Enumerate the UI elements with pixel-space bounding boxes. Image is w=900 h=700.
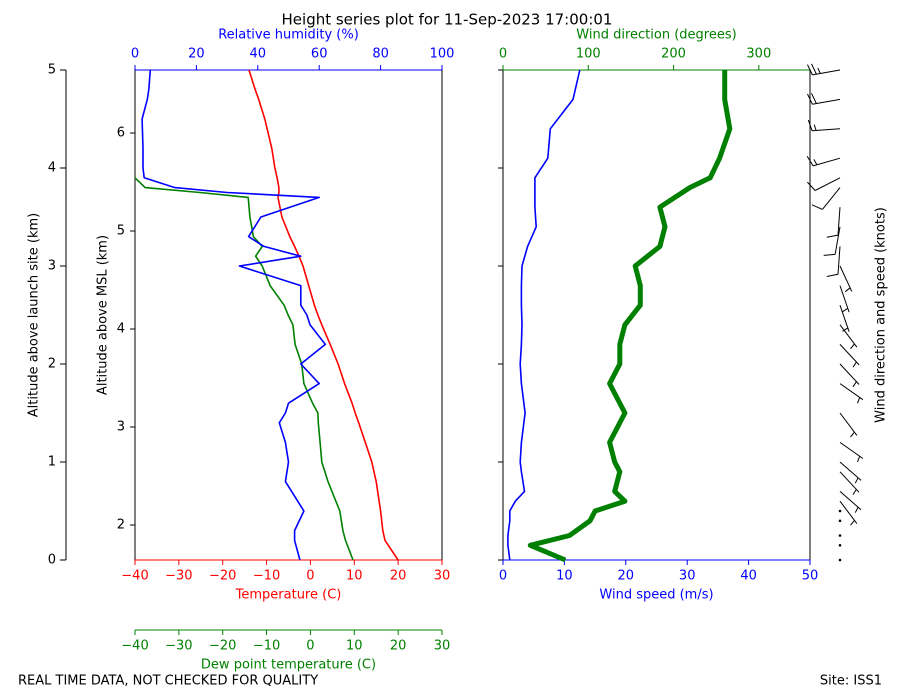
x-tick-label: −20: [209, 569, 236, 584]
y2-tick-label: 4: [117, 322, 125, 337]
wind-barb: [823, 226, 841, 256]
wind-barb: [839, 285, 850, 313]
y-tick-label: 2: [48, 357, 56, 372]
x-tick-label: 100: [576, 47, 601, 62]
x-axis-label: Temperature (C): [235, 588, 342, 603]
wind-barb: [839, 461, 862, 484]
y-tick-label: 1: [48, 455, 56, 470]
wind-barb: [839, 383, 864, 404]
wind-barb: [838, 558, 842, 562]
wind-barb: [806, 155, 841, 167]
wind-barb: [839, 305, 850, 332]
wind-barb: [838, 509, 842, 513]
x-tick-label: 60: [311, 47, 328, 62]
x-tick-label: 30: [434, 569, 451, 584]
wind-barb: [811, 187, 841, 210]
x-tick-label: 10: [346, 639, 363, 654]
profile-line: [141, 69, 327, 561]
wind-barb: [839, 491, 862, 513]
footer-note: REAL TIME DATA, NOT CHECKED FOR QUALITY: [18, 674, 318, 689]
x-axis-label: Wind speed (m/s): [599, 588, 713, 603]
y2-tick-label: 6: [117, 126, 125, 141]
y2-axis-label: Altitude above MSL (km): [96, 235, 111, 395]
x-tick-label: 100: [430, 47, 455, 62]
wind-barb: [839, 500, 858, 526]
wind-barb: [807, 177, 841, 191]
x-tick-label: 0: [499, 47, 507, 62]
x-tick-label: −20: [209, 639, 236, 654]
wind-barb: [807, 63, 841, 76]
wind-barb: [839, 363, 860, 388]
y-axis-label: Altitude above launch site (km): [27, 213, 42, 417]
x-tick-label: 20: [618, 569, 635, 584]
wind-barb: [838, 544, 842, 547]
x-tick-label: −40: [121, 639, 148, 654]
x-tick-label: 0: [499, 569, 507, 584]
x-tick-label: 0: [306, 569, 314, 584]
profile-line: [248, 69, 399, 561]
wind-barb: [807, 93, 841, 105]
x-tick-label: 40: [250, 47, 267, 62]
y2-tick-label: 5: [117, 224, 125, 239]
site-label: Site: ISS1: [820, 674, 882, 689]
x-tick-label: 300: [746, 47, 771, 62]
wind-barb: [839, 441, 864, 463]
wind-barb: [826, 207, 841, 238]
wind-barb: [839, 344, 860, 368]
x-tick-label: 20: [188, 47, 205, 62]
figure-title: Height series plot for 11-Sep-2023 17:00…: [282, 11, 613, 29]
x-tick-label: 50: [802, 569, 819, 584]
x-tick-label: 30: [434, 639, 451, 654]
y2-tick-label: 2: [117, 518, 125, 533]
x-tick-label: 80: [372, 47, 389, 62]
x-axis-label: Dew point temperature (C): [201, 658, 376, 673]
x-axis-label: Wind direction (degrees): [576, 28, 736, 43]
x-tick-label: 40: [740, 569, 757, 584]
x-tick-label: −30: [165, 569, 192, 584]
wind-barb: [838, 534, 842, 537]
x-tick-label: 10: [556, 569, 573, 584]
wind-barb: [839, 324, 858, 350]
x-tick-label: −30: [165, 639, 192, 654]
wind-barb: [839, 471, 860, 495]
x-tick-label: 0: [306, 639, 314, 654]
profile-line: [527, 70, 733, 563]
barbs-axis-label: Wind direction and speed (knots): [874, 207, 889, 423]
x-tick-label: 0: [131, 47, 139, 62]
profile-line: [134, 177, 354, 561]
x-axis-label: Relative humidity (%): [218, 28, 359, 43]
y-tick-label: 4: [48, 161, 56, 176]
x-tick-label: 200: [661, 47, 686, 62]
wind-barb: [838, 519, 842, 523]
x-tick-label: 20: [390, 639, 407, 654]
wind-barb: [839, 412, 858, 438]
x-tick-label: −40: [121, 569, 148, 584]
x-tick-label: 20: [390, 569, 407, 584]
wind-barb: [826, 246, 841, 277]
x-tick-label: 30: [679, 569, 696, 584]
wind-barb: [807, 119, 841, 132]
y2-tick-label: 3: [117, 420, 125, 435]
x-tick-label: 10: [346, 569, 363, 584]
profile-line: [507, 69, 581, 561]
x-tick-label: −10: [253, 569, 280, 584]
y-tick-label: 0: [48, 553, 56, 568]
x-tick-label: −10: [253, 639, 280, 654]
y-tick-label: 3: [48, 259, 56, 274]
y-tick-label: 5: [48, 63, 56, 78]
wind-barb: [839, 265, 853, 293]
